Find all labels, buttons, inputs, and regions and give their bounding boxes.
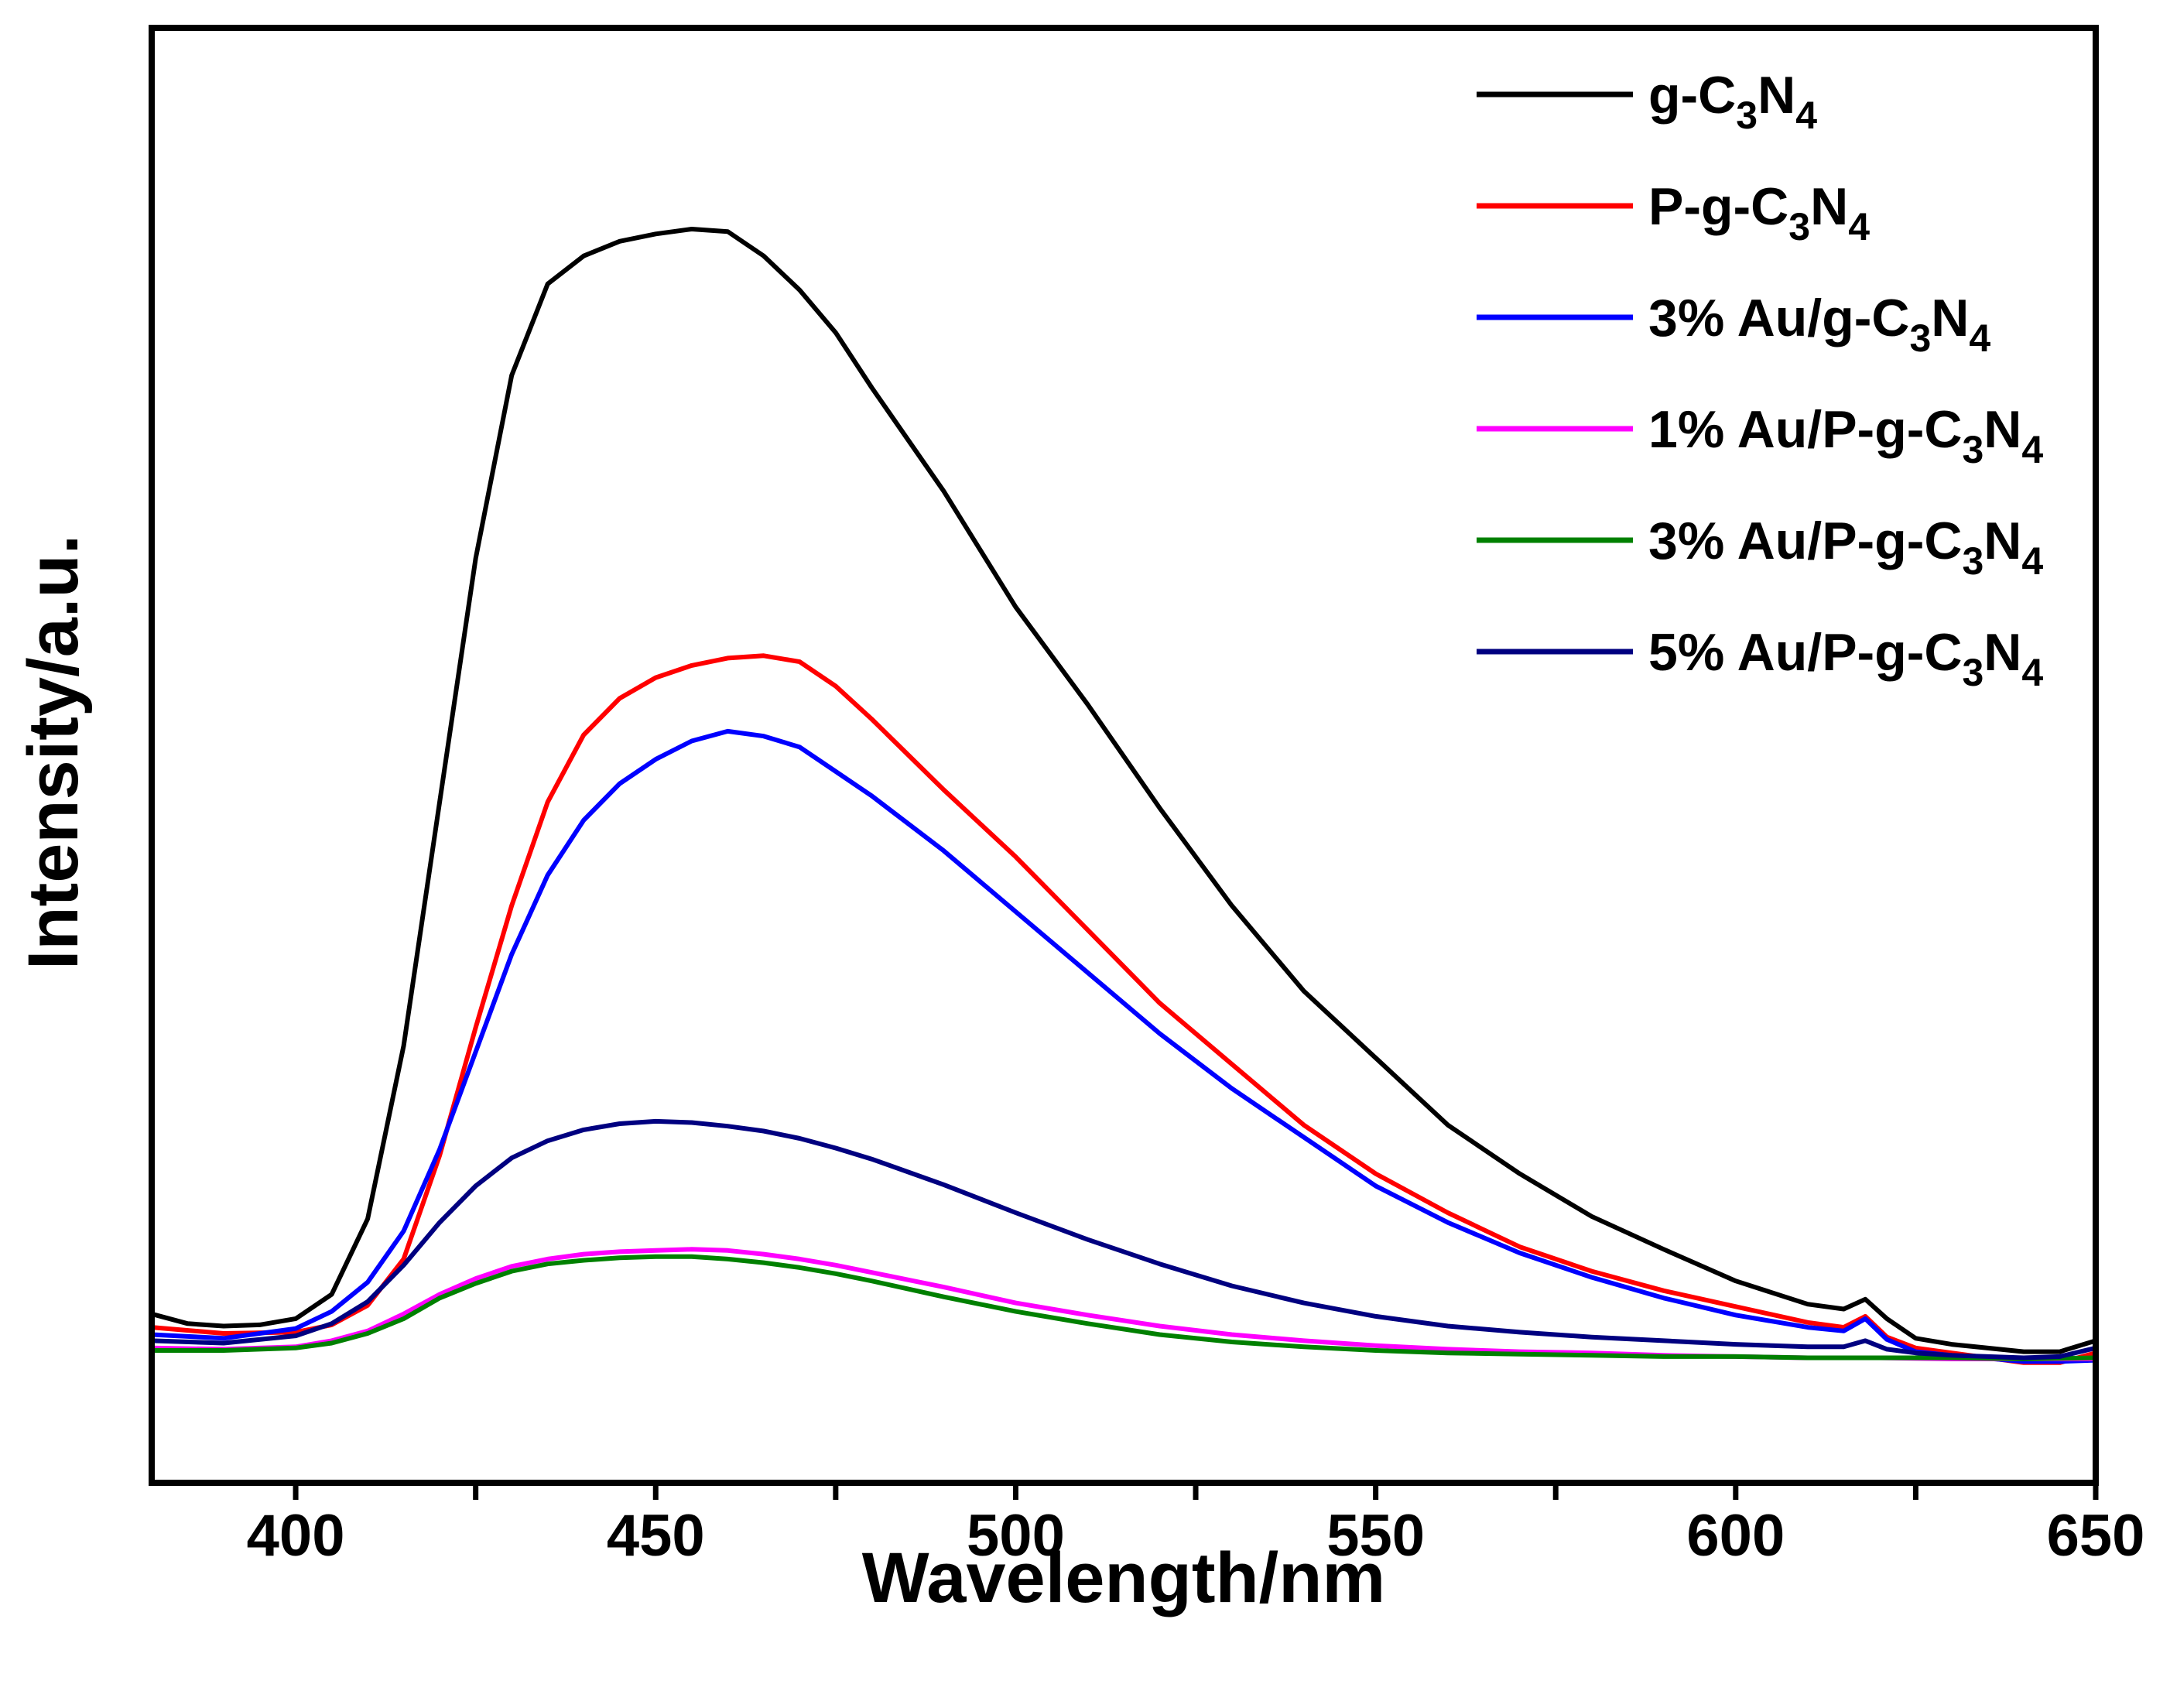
series-line-6 <box>149 1118 2098 1361</box>
x-axis-label: Wavelength/nm <box>862 1539 1385 1617</box>
legend-item-3: 3% Au/g-C3N4 <box>1477 289 1990 360</box>
legend-label: 5% Au/P-g-C3N4 <box>1648 623 2043 694</box>
legend-item-6: 5% Au/P-g-C3N4 <box>1477 623 2043 694</box>
x-tick-label: 450 <box>607 1503 705 1569</box>
legend: g-C3N4 P-g-C3N4 3% Au/g-C3N4 1% Au/P-g-C3N4… <box>1477 66 2043 694</box>
y-axis-label: Intensity/a.u. <box>14 535 93 970</box>
x-tick-label: 550 <box>1326 1503 1425 1569</box>
x-tick-label: 500 <box>967 1503 1065 1569</box>
x-tick-label: 400 <box>247 1503 345 1569</box>
x-tick-label: 600 <box>1686 1503 1785 1569</box>
series-line-5 <box>149 1254 2098 1361</box>
legend-item-5: 3% Au/P-g-C3N4 <box>1477 512 2043 583</box>
plot-frame <box>149 25 2099 1486</box>
legend-label: P-g-C3N4 <box>1648 177 1870 248</box>
legend-item-4: 1% Au/P-g-C3N4 <box>1477 400 2043 471</box>
x-axis-ticks <box>293 1483 2099 1500</box>
series-line-1 <box>149 227 2098 1354</box>
plot-lines <box>149 227 2098 1365</box>
x-tick-label: 650 <box>2047 1503 2145 1569</box>
legend-label: 3% Au/P-g-C3N4 <box>1648 512 2043 583</box>
legend-label: g-C3N4 <box>1648 66 1817 137</box>
legend-label: 1% Au/P-g-C3N4 <box>1648 400 2043 471</box>
series-line-2 <box>149 653 2098 1365</box>
x-axis-tick-labels: 400 450 500 550 600 650 <box>247 1503 2145 1569</box>
series-line-3 <box>149 728 2098 1364</box>
legend-item-2: P-g-C3N4 <box>1477 177 1870 248</box>
legend-label: 3% Au/g-C3N4 <box>1648 289 1990 360</box>
legend-item-1: g-C3N4 <box>1477 66 1817 137</box>
